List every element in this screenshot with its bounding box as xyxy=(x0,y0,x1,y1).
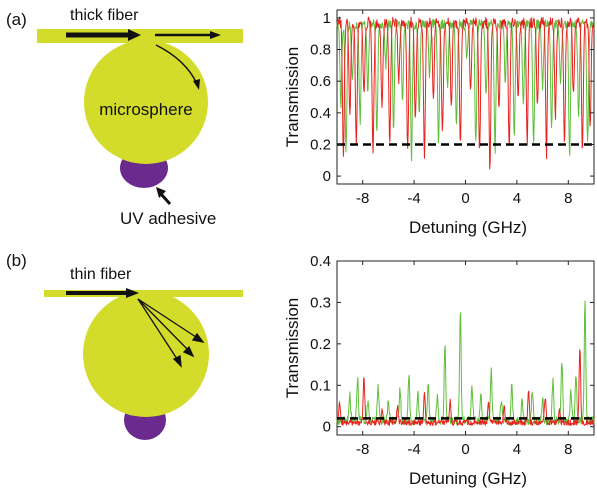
plot-frame-b xyxy=(336,260,595,436)
thin-fiber xyxy=(44,290,243,297)
x-tick-label: 4 xyxy=(513,190,521,207)
thick-fiber-label: thick fiber xyxy=(70,7,139,24)
x-ticks-b: -8 -4 0 4 8 xyxy=(356,261,572,458)
scatter-arrow-3 xyxy=(137,298,180,363)
coupling-arrow-head xyxy=(193,79,200,90)
panel-label-b: (b) xyxy=(6,251,27,270)
thin-fiber-label: thin fiber xyxy=(70,266,132,283)
y-ticks-b: 0 0.1 0.2 0.3 0.4 xyxy=(310,253,594,436)
scattering-arrows xyxy=(137,298,205,368)
y-tick-label: 1 xyxy=(323,10,331,27)
scatter-arrow-1-head xyxy=(191,332,205,343)
x-tick-label: -8 xyxy=(356,190,369,207)
y-axis-label-a: Transmission xyxy=(283,47,302,147)
x-tick-label: 4 xyxy=(513,441,521,458)
input-arrow-head xyxy=(128,29,141,41)
microsphere-b xyxy=(83,291,209,417)
y-tick-label: 0.3 xyxy=(310,294,331,311)
transmission-chart-b: 0 0.1 0.2 0.3 0.4 -8 -4 0 4 8 Detuning (GHz) Tra… xyxy=(283,253,595,488)
y-tick-label: 0 xyxy=(323,419,331,436)
y-tick-label: 0.1 xyxy=(310,377,331,394)
x-axis-label-b: Detuning (GHz) xyxy=(409,469,527,488)
x-tick-label: 0 xyxy=(461,190,469,207)
coupling-arrow xyxy=(155,44,198,85)
y-tick-label: 0.4 xyxy=(310,105,331,122)
x-tick-label: 8 xyxy=(564,441,572,458)
input-arrow-b-head xyxy=(126,288,139,298)
series-green-line xyxy=(336,300,595,426)
series-layer-b xyxy=(336,300,595,426)
x-axis-label-a: Detuning (GHz) xyxy=(409,218,527,237)
schematic-b: (b) thin fiber xyxy=(6,251,243,440)
y-tick-label: 0 xyxy=(323,168,331,185)
series-red-line xyxy=(336,16,595,170)
adhesive-pointer xyxy=(159,192,172,206)
scatter-arrow-3-head xyxy=(172,354,182,368)
series-layer-a xyxy=(336,16,595,170)
series-green-line xyxy=(336,19,595,162)
adhesive-pointer-head xyxy=(156,187,166,198)
microsphere xyxy=(84,40,208,164)
y-tick-label: 0.4 xyxy=(310,253,331,270)
x-tick-label: -8 xyxy=(356,441,369,458)
x-tick-label: -4 xyxy=(407,190,420,207)
x-tick-label: -4 xyxy=(407,441,420,458)
scatter-arrow-2-head xyxy=(182,345,195,358)
panel-label-a: (a) xyxy=(6,10,27,29)
y-tick-label: 0.2 xyxy=(310,336,331,353)
uv-adhesive-label: UV adhesive xyxy=(120,209,216,228)
y-ticks-a: 0 0.2 0.4 0.6 0.8 1 xyxy=(310,10,594,185)
microsphere-label: microsphere xyxy=(99,100,193,119)
y-tick-label: 0.8 xyxy=(310,42,331,59)
output-arrow-head xyxy=(210,31,221,39)
series-red-line xyxy=(336,349,595,426)
y-tick-label: 0.2 xyxy=(310,136,331,153)
scatter-arrow-1 xyxy=(137,298,200,340)
x-tick-label: 8 xyxy=(564,190,572,207)
y-axis-label-b: Transmission xyxy=(283,298,302,398)
x-tick-label: 0 xyxy=(461,441,469,458)
x-ticks-a: -8 -4 0 4 8 xyxy=(356,10,572,207)
schematic-a: (a) thick fiber microsphere UV adhesive xyxy=(6,7,243,228)
scatter-arrow-2 xyxy=(137,298,191,353)
transmission-chart-a: 0 0.2 0.4 0.6 0.8 1 -8 -4 0 4 8 Detuning (GHz) Tr… xyxy=(283,9,595,237)
y-tick-label: 0.6 xyxy=(310,73,331,90)
